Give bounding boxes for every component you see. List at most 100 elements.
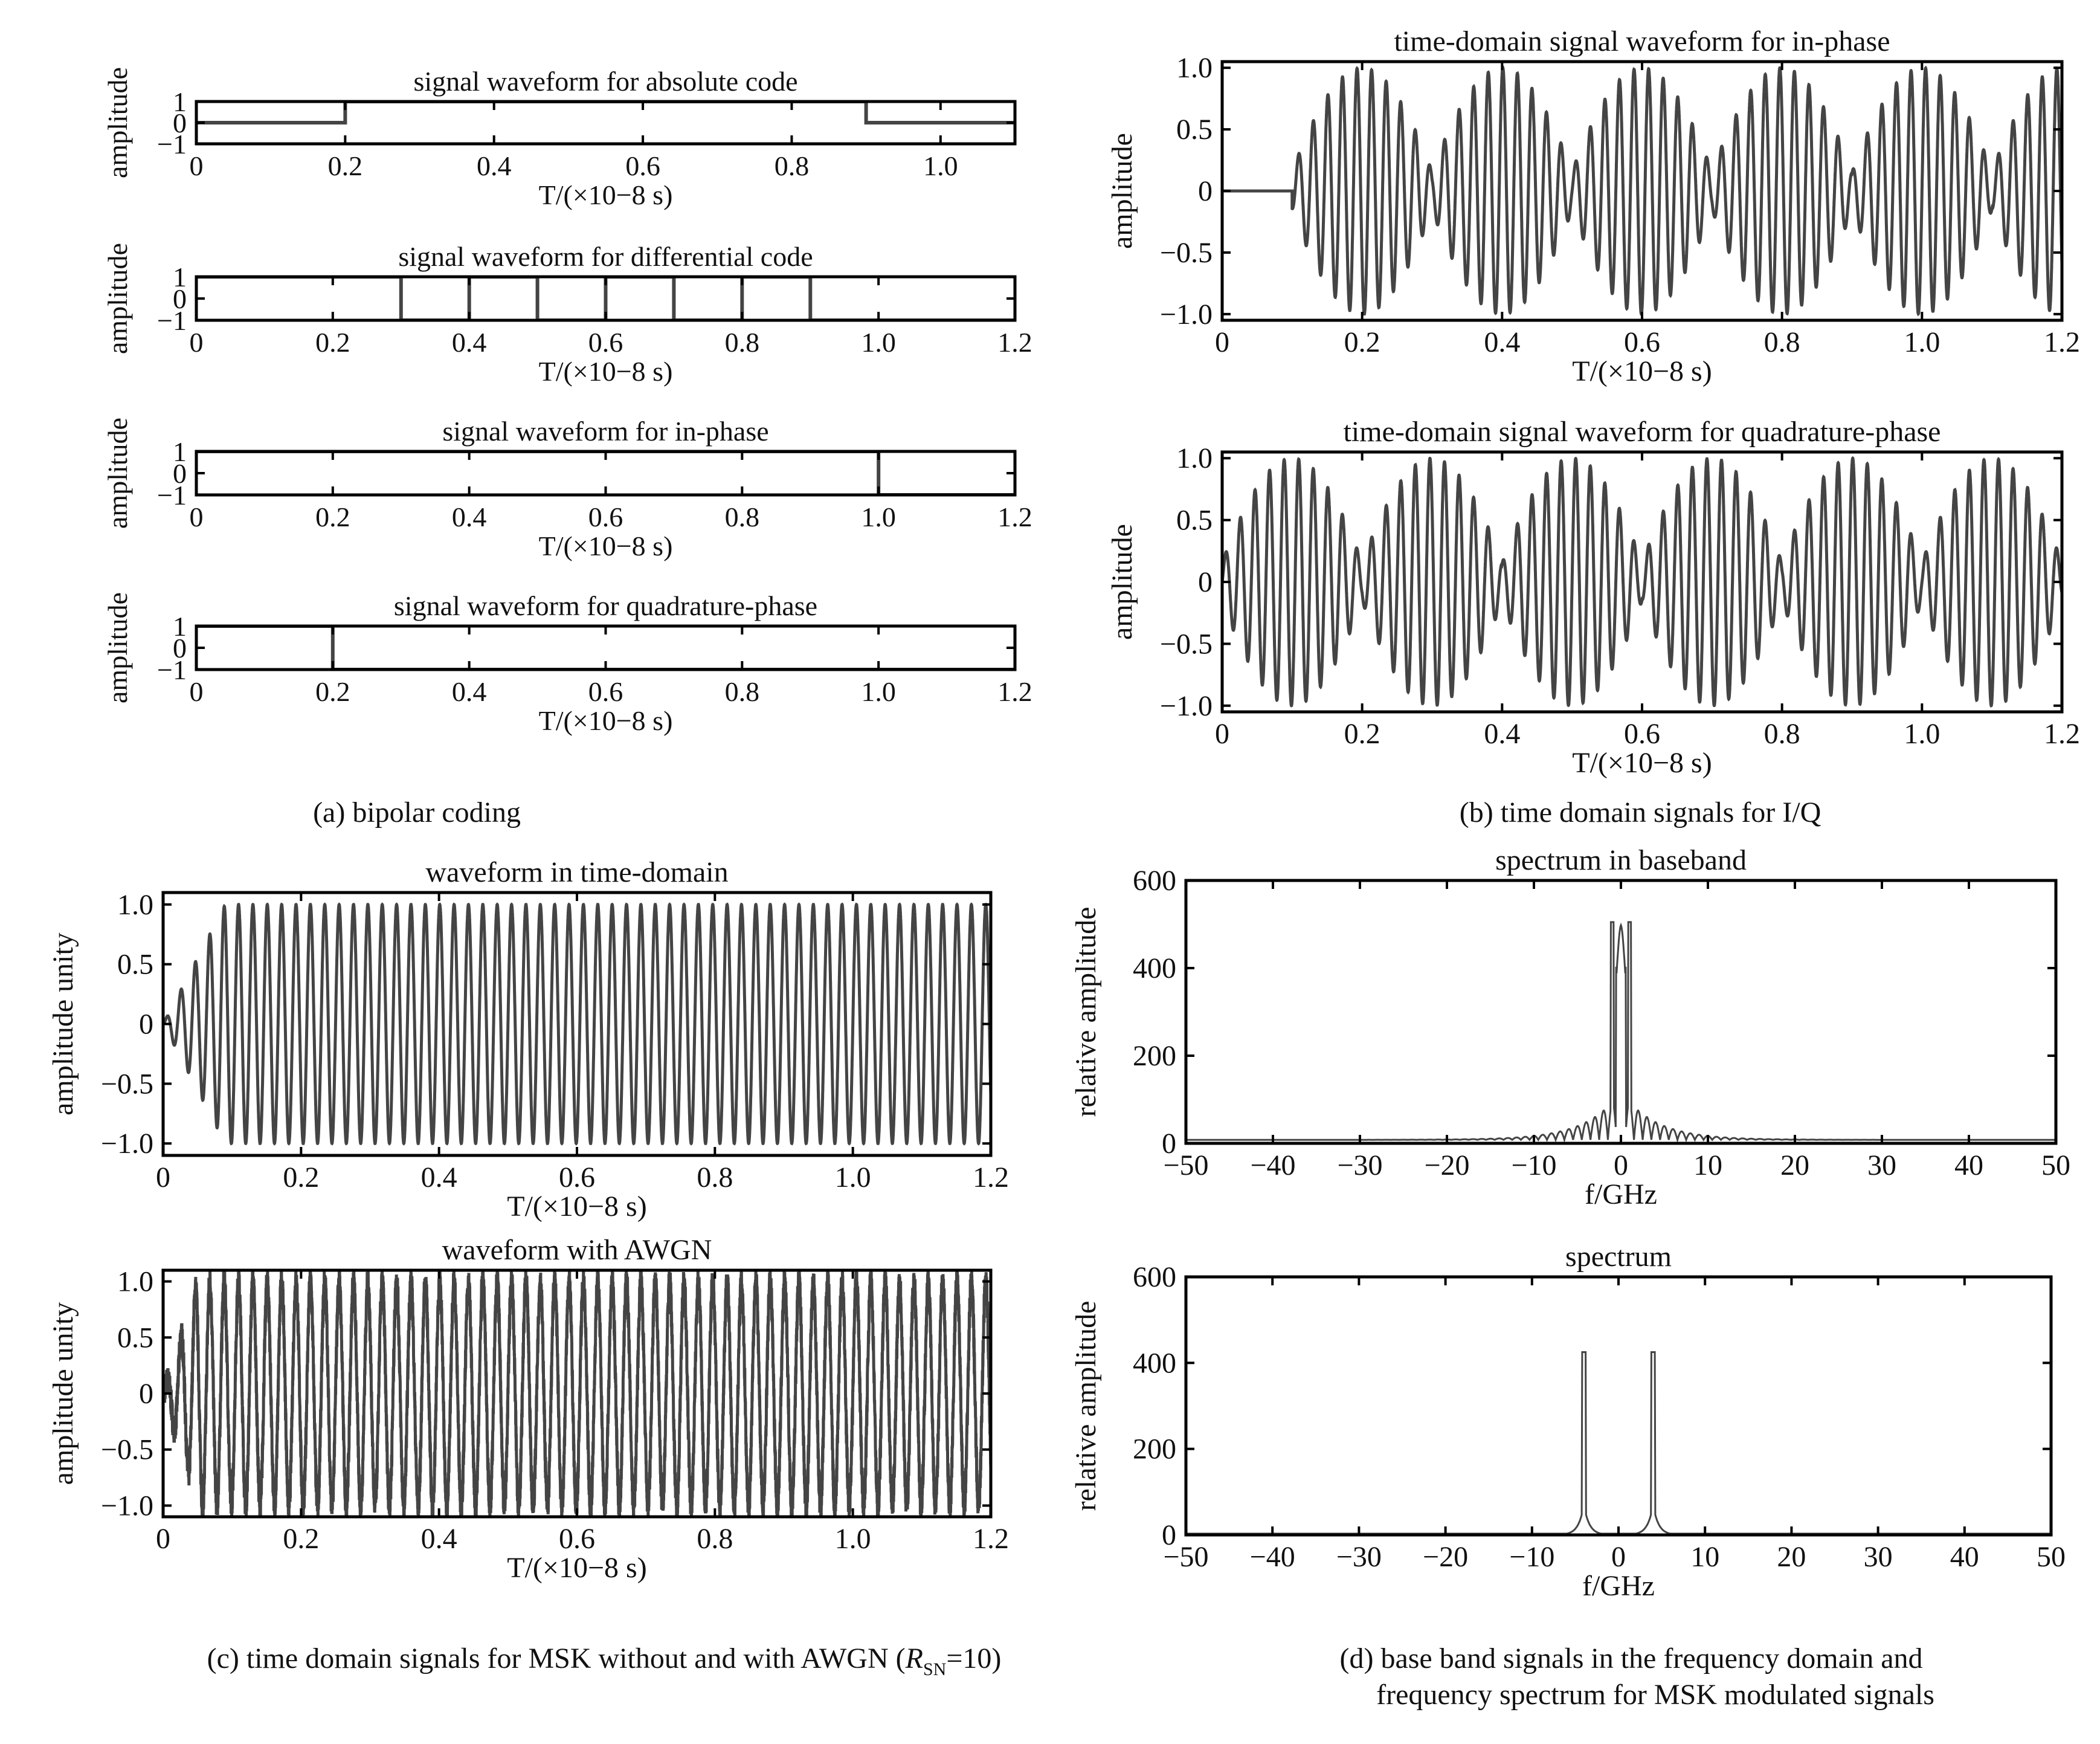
x-tick-label: 0	[190, 502, 204, 532]
x-tick-label: 0.4	[421, 1523, 457, 1555]
caption-c-suffix: =10)	[946, 1642, 1001, 1675]
chart-title: waveform in time-domain	[425, 856, 728, 888]
x-tick-label: 1.2	[2044, 718, 2080, 750]
x-tick-label: 0.6	[1624, 326, 1660, 358]
x-tick-label: 0	[190, 150, 204, 181]
x-tick-label: 0.4	[452, 502, 487, 532]
x-tick-label: 1.2	[973, 1523, 1009, 1555]
y-tick-label: 0	[1198, 175, 1213, 207]
y-tick-label: 0.5	[117, 949, 153, 981]
x-axis-label: f/GHz	[1582, 1570, 1655, 1602]
y-tick-label: 1	[173, 86, 187, 117]
y-tick-label: −0.5	[101, 1434, 153, 1466]
y-tick-label: 0	[1162, 1519, 1176, 1551]
chart-a2: signal waveform for differential code amp…	[102, 241, 1032, 387]
chart-title: signal waveform for quadrature-phase	[394, 590, 817, 621]
x-tick-label: 0	[190, 327, 204, 358]
series-line	[1222, 456, 2062, 708]
x-tick-label: 0.2	[315, 502, 350, 532]
y-tick-label: −1.0	[1160, 299, 1213, 331]
caption-a: (a) bipolar coding	[313, 796, 521, 828]
data-layer	[1222, 65, 2062, 317]
chart-a3: signal waveform for in-phase amplitude 0 0.…	[102, 416, 1032, 561]
y-tick-label: 0.5	[117, 1322, 153, 1354]
y-axis-label: amplitude	[102, 592, 133, 703]
x-axis-label: T/(×10−8 s)	[539, 179, 673, 210]
x-tick-label: 1.2	[973, 1161, 1009, 1193]
x-tick-label: 0.6	[588, 676, 623, 707]
y-axis-label: amplitude	[1106, 524, 1138, 640]
y-tick-label: −0.5	[1160, 237, 1213, 269]
y-axis-label: relative amplitude	[1070, 907, 1102, 1117]
x-tick-label: −10	[1511, 1149, 1556, 1181]
chart-d2: spectrum relative amplitude −50 −40 −30 −20 −1…	[1070, 1241, 2066, 1602]
x-tick-label: −30	[1336, 1541, 1382, 1573]
x-axis-label: T/(×10−8 s)	[539, 705, 673, 736]
y-axis-label: amplitude unity	[47, 1302, 79, 1485]
series-line	[163, 1270, 991, 1517]
x-tick-label: 0.8	[1764, 326, 1800, 358]
chart-c2: waveform with AWGN amplitude unity 0 0.2 0.4…	[47, 1234, 1009, 1584]
x-tick-label: 0.2	[1344, 326, 1380, 358]
x-tick-label: 1.0	[835, 1161, 871, 1193]
y-tick-label: 400	[1133, 952, 1176, 984]
y-tick-label: 0	[1162, 1128, 1176, 1160]
y-tick-label: 1.0	[117, 889, 153, 921]
x-tick-label: 10	[1693, 1149, 1722, 1181]
chart-title: signal waveform for differential code	[398, 241, 813, 272]
y-tick-label: −1	[157, 480, 187, 511]
x-tick-label: 0.8	[725, 502, 760, 532]
y-tick-label: 1	[173, 262, 187, 292]
x-tick-label: 0.4	[477, 150, 512, 181]
x-tick-label: 0.4	[1484, 326, 1520, 358]
x-tick-label: 0.8	[775, 150, 810, 181]
series-line	[196, 102, 1015, 124]
plot-frame	[1184, 879, 2058, 1145]
y-tick-label: 0.5	[1176, 114, 1213, 146]
data-layer	[1186, 921, 2056, 1143]
x-axis-label: T/(×10−8 s)	[1572, 355, 1712, 387]
chart-b2: time-domain signal waveform for quadratu…	[1106, 416, 2080, 779]
x-tick-label: 40	[1950, 1541, 1979, 1573]
x-tick-label: 1.0	[1904, 326, 1940, 358]
x-tick-label: 1.2	[997, 502, 1032, 532]
y-tick-label: 200	[1133, 1040, 1176, 1072]
y-tick-label: 0	[173, 108, 187, 138]
x-tick-label: 10	[1690, 1541, 1719, 1573]
x-tick-label: −50	[1163, 1149, 1208, 1181]
x-tick-label: 0.6	[588, 327, 623, 358]
x-axis-label: T/(×10−8 s)	[507, 1190, 646, 1222]
y-tick-label: 0	[139, 1009, 153, 1041]
y-tick-label: 0	[173, 458, 187, 489]
caption-d-line2: frequency spectrum for MSK modulated sig…	[1376, 1679, 1934, 1711]
x-axis-label: T/(×10−8 s)	[539, 356, 673, 387]
x-tick-label: 1.0	[861, 327, 896, 358]
series-line	[196, 277, 1015, 320]
x-axis-label: T/(×10−8 s)	[1572, 747, 1712, 779]
chart-title: spectrum	[1565, 1241, 1672, 1273]
y-tick-label: 200	[1133, 1433, 1176, 1465]
caption-b: (b) time domain signals for I/Q	[1460, 796, 1821, 828]
x-tick-label: −40	[1250, 1541, 1295, 1573]
x-tick-label: 1.0	[861, 676, 896, 707]
y-axis-label: amplitude	[102, 418, 133, 529]
x-tick-label: 0.2	[283, 1523, 319, 1555]
x-tick-label: 1.2	[2044, 326, 2080, 358]
x-tick-label: 0.8	[725, 676, 760, 707]
caption-c-prefix: (c) time domain signals for MSK without …	[207, 1642, 906, 1675]
x-tick-label: −10	[1509, 1541, 1554, 1573]
x-tick-label: 0	[156, 1523, 170, 1555]
x-tick-label: 0.8	[697, 1161, 733, 1193]
y-axis-label: amplitude	[102, 67, 133, 178]
x-tick-label: 1.2	[997, 676, 1032, 707]
x-tick-label: 0.6	[559, 1161, 595, 1193]
y-tick-label: −1.0	[101, 1490, 153, 1522]
x-axis-label: T/(×10−8 s)	[507, 1552, 646, 1584]
caption-c: (c) time domain signals for MSK without …	[207, 1642, 1002, 1679]
y-tick-label: 600	[1133, 1261, 1176, 1293]
x-tick-label: 0.8	[725, 327, 760, 358]
data-layer	[196, 277, 1015, 320]
plot-frame	[1184, 1275, 2053, 1537]
x-tick-label: 0.4	[452, 676, 487, 707]
